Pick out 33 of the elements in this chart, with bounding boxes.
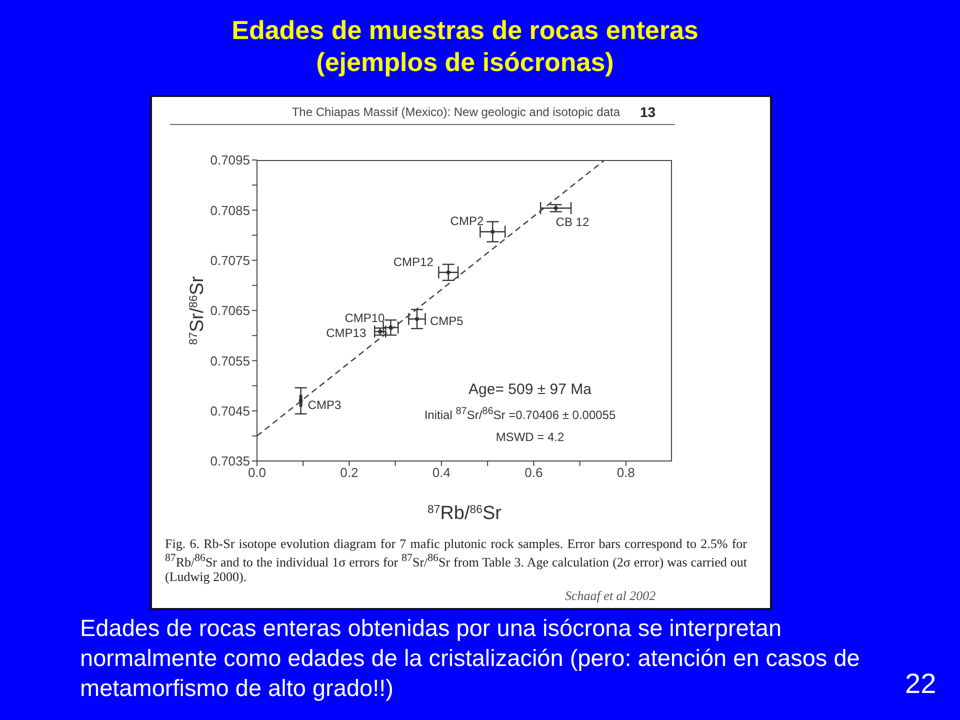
y-tick-label: 0.7085 — [210, 202, 250, 218]
x-tick-label: 0.0 — [248, 465, 266, 480]
text: 13 — [640, 104, 657, 120]
x-tick-label: 0.2 — [340, 465, 358, 480]
chart-title: Edades de muestras de rocas enteras (ejemplos de isócronas) — [230, 14, 700, 78]
point — [415, 317, 420, 322]
x-axis-title: $^{87}$Rb/$^{86}$Sr — [428, 503, 502, 524]
x-tick-label: 0.8 — [616, 465, 635, 480]
annotation: CMP5 — [430, 313, 464, 330]
x-tick-label: 0.4 — [432, 465, 450, 480]
y-tick-label: 0.7095 — [210, 152, 250, 168]
text: 22 — [905, 668, 938, 700]
text: Edades de rocas enteras obtenidas por una isócrona se interpretan normalmente como edades de la cristalización (pero: atención en casos de metamorfismo de alto grado!!) — [80, 614, 861, 703]
annotation: CMP10 — [344, 310, 385, 326]
text: Schaaf et al 2002 — [565, 588, 657, 604]
annotation: CB 12 — [556, 214, 590, 230]
annotation: CMP13 — [326, 324, 366, 341]
annotation: CMP12 — [393, 254, 434, 270]
annotation: MSWD = 4.2 — [494, 430, 566, 444]
point — [446, 270, 450, 274]
y-tick-label: 0.7045 — [210, 403, 250, 418]
annotation: Age= 509 ± 97 Ma — [468, 381, 592, 398]
y-tick-label: 0.7075 — [210, 252, 250, 268]
text: Fig. 6. Rb-Sr isotope evolution diagram for 7 mafic plutonic rock samples. Error bars correspond to 2.5% for $^{87}$Rb/$^{86}$Sr and to the individual 1σ errors for $^{87}$Sr/$^{86}$Sr from Table 3. Age calculation (2σ error) was carried out (Ludwig 2000). — [165, 536, 747, 584]
annotation: Initial $^{87}$Sr/$^{86}$Sr =0.70406 ± 0.00055 — [423, 406, 617, 422]
y-tick-label: 0.7035 — [210, 454, 250, 469]
y-tick-label: 0.7055 — [210, 353, 250, 368]
annotation: CMP2 — [450, 212, 484, 229]
text: The Chiapas Massif (Mexico): New geologic and isotopic data — [290, 105, 620, 119]
y-tick-label: 0.7065 — [210, 303, 250, 318]
annotation: CMP3 — [308, 396, 342, 413]
point — [490, 230, 495, 234]
x-tick-label: 0.6 — [524, 465, 543, 480]
